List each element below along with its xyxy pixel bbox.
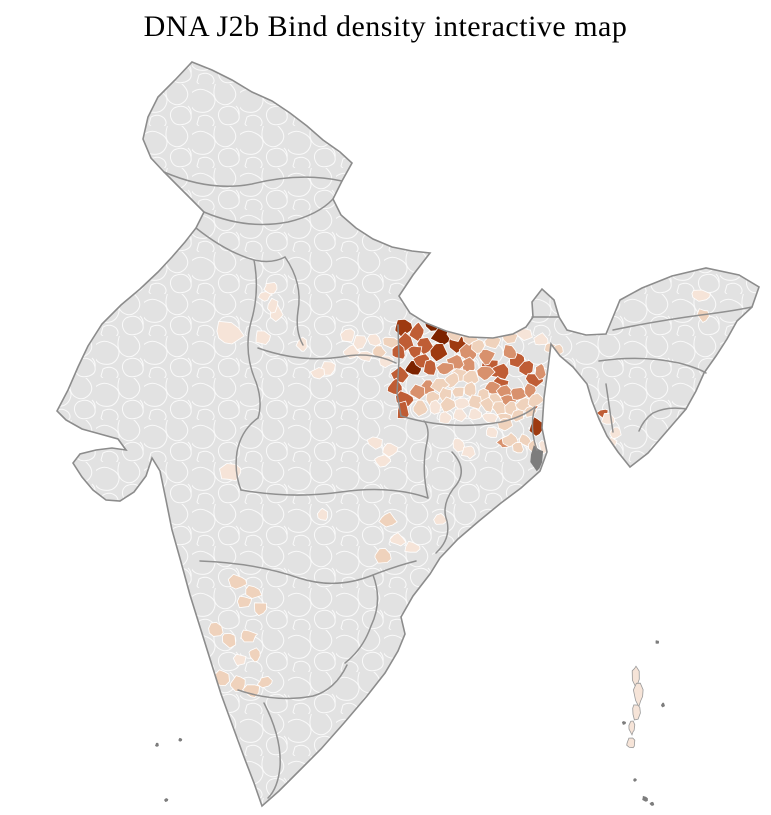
district-cell[interactable] [309, 367, 325, 380]
state-borders [163, 171, 753, 799]
district-cell[interactable] [451, 386, 465, 398]
island-cell[interactable] [626, 737, 636, 749]
island-cell[interactable] [155, 742, 159, 747]
district-cell[interactable] [696, 308, 710, 324]
district-cell[interactable] [478, 348, 496, 366]
district-cell[interactable] [527, 392, 545, 409]
district-cell[interactable] [386, 377, 403, 396]
district-cell[interactable] [382, 336, 399, 349]
district-cell[interactable] [691, 289, 711, 302]
district-cell[interactable] [366, 333, 382, 347]
island-cell[interactable] [655, 640, 659, 644]
district-cell[interactable] [295, 336, 308, 352]
district-cell[interactable] [460, 445, 476, 460]
district-cell[interactable] [512, 441, 525, 454]
district-cell[interactable] [374, 454, 392, 468]
district-cell[interactable] [485, 426, 499, 438]
district-cell[interactable] [372, 345, 387, 360]
district-cell[interactable] [236, 595, 253, 609]
district-cell[interactable] [208, 621, 224, 637]
district-cell[interactable] [352, 335, 368, 350]
district-cell[interactable] [378, 511, 398, 528]
district-cell[interactable] [255, 330, 271, 346]
district-cell[interactable] [453, 408, 468, 422]
island-cell[interactable] [621, 721, 626, 725]
map-title: DNA J2b Bind density interactive map [143, 10, 628, 43]
district-cell[interactable] [404, 540, 421, 553]
district-cell[interactable] [409, 383, 426, 401]
district-mesh [57, 62, 759, 806]
district-cell[interactable] [366, 436, 383, 450]
district-cell[interactable] [389, 532, 407, 547]
district-cell[interactable] [253, 602, 267, 617]
island-cell[interactable] [661, 702, 665, 708]
district-cell[interactable] [435, 362, 455, 376]
district-cell[interactable] [256, 675, 273, 689]
district-cell[interactable] [240, 629, 259, 643]
island-cell[interactable] [178, 737, 183, 742]
district-cell[interactable] [219, 463, 242, 482]
district-cell[interactable] [227, 573, 248, 590]
district-cell[interactable] [316, 507, 328, 521]
district-cell[interactable] [257, 291, 274, 302]
district-cell[interactable] [202, 683, 218, 698]
district-cell[interactable] [533, 332, 549, 346]
island-cells [155, 640, 665, 806]
island-cell[interactable] [164, 798, 169, 802]
district-cell[interactable] [216, 320, 245, 345]
district-cell[interactable] [519, 433, 532, 448]
district-cell[interactable] [454, 397, 470, 411]
district-cell[interactable] [429, 399, 442, 415]
district-cell[interactable] [530, 445, 544, 472]
district-cell[interactable] [439, 411, 453, 424]
district-cell[interactable] [412, 399, 429, 417]
district-cell[interactable] [232, 653, 247, 666]
district-cell[interactable] [423, 359, 437, 376]
district-cell[interactable] [468, 407, 482, 421]
island-cell[interactable] [649, 801, 655, 806]
island-cell[interactable] [628, 720, 636, 736]
district-cell[interactable] [248, 647, 261, 663]
district-cell[interactable] [189, 623, 197, 643]
district-cell[interactable] [339, 328, 356, 343]
district-cell[interactable] [221, 632, 237, 649]
island-cell[interactable] [642, 795, 648, 802]
district-cells [189, 281, 711, 698]
district-cell[interactable] [479, 396, 494, 413]
district-cell[interactable] [374, 547, 392, 564]
district-cell[interactable] [433, 513, 449, 525]
island-cell[interactable] [632, 704, 641, 721]
island-cell[interactable] [632, 682, 644, 708]
district-cell[interactable] [263, 281, 278, 295]
district-cell[interactable] [382, 442, 399, 458]
district-cell[interactable] [378, 355, 394, 369]
district-cell[interactable] [452, 437, 466, 453]
district-cell[interactable] [466, 394, 483, 410]
island-cell[interactable] [633, 778, 637, 782]
district-cell[interactable] [534, 362, 547, 381]
district-cell[interactable] [245, 585, 263, 599]
district-cell[interactable] [267, 297, 279, 314]
district-cell[interactable] [476, 366, 496, 381]
district-cell[interactable] [502, 344, 518, 360]
